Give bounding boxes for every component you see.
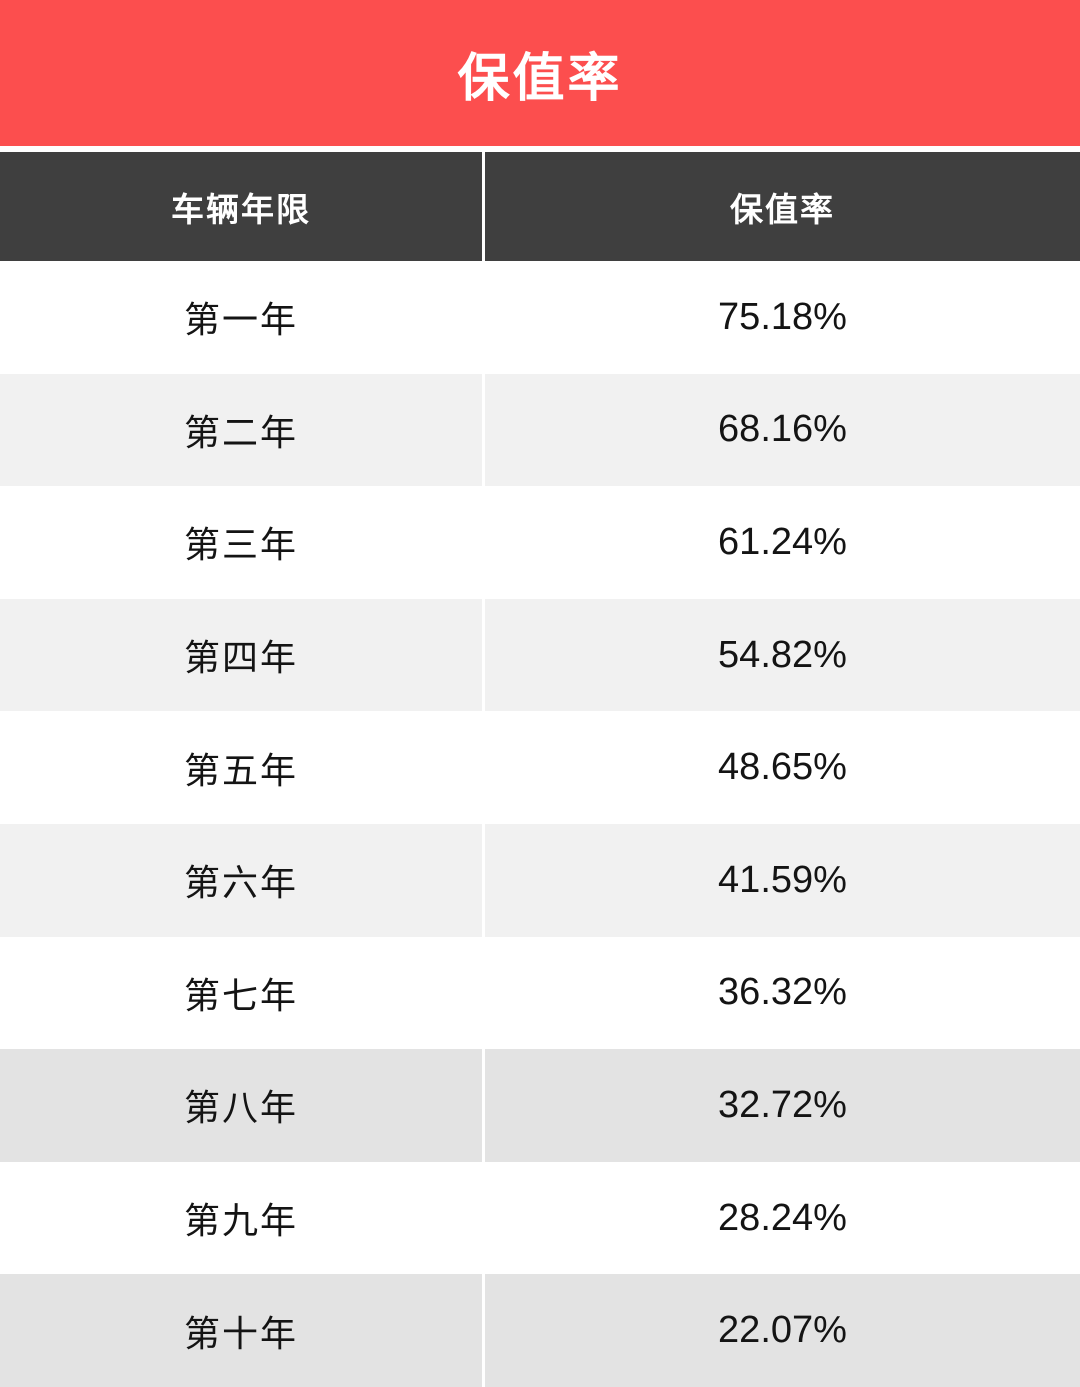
year-cell: 第七年 bbox=[0, 936, 482, 1050]
year-cell: 第二年 bbox=[0, 373, 482, 487]
rate-cell: 54.82% bbox=[485, 598, 1080, 712]
rate-cell: 61.24% bbox=[485, 486, 1080, 599]
table-row-year-1: 第一年 75.18% bbox=[0, 261, 1080, 374]
col-header-resale-rate: 保值率 bbox=[485, 152, 1080, 261]
resale-rate-table: 车辆年限 保值率 第一年 75.18% 第二年 68.16% 第三年 61.24… bbox=[0, 152, 1080, 1387]
rate-cell: 36.32% bbox=[485, 936, 1080, 1050]
table-row-year-2: 第二年 68.16% bbox=[0, 373, 1080, 487]
table-header-row: 车辆年限 保值率 bbox=[0, 152, 1080, 261]
rate-cell: 22.07% bbox=[485, 1274, 1080, 1387]
year-cell: 第六年 bbox=[0, 823, 482, 937]
year-cell: 第一年 bbox=[0, 261, 482, 374]
year-cell: 第九年 bbox=[0, 1161, 482, 1275]
table-row-year-4: 第四年 54.82% bbox=[0, 598, 1080, 712]
table-row-year-5: 第五年 48.65% bbox=[0, 711, 1080, 824]
year-cell: 第五年 bbox=[0, 711, 482, 824]
table-row-year-6: 第六年 41.59% bbox=[0, 823, 1080, 937]
rate-cell: 41.59% bbox=[485, 823, 1080, 937]
table-row-year-8: 第八年 32.72% bbox=[0, 1049, 1080, 1162]
rate-cell: 28.24% bbox=[485, 1161, 1080, 1275]
rate-cell: 75.18% bbox=[485, 261, 1080, 374]
table-row-year-9: 第九年 28.24% bbox=[0, 1161, 1080, 1275]
banner: 保值率 bbox=[0, 0, 1080, 146]
year-cell: 第四年 bbox=[0, 598, 482, 712]
page-title: 保值率 bbox=[457, 49, 623, 108]
year-cell: 第三年 bbox=[0, 486, 482, 599]
rate-cell: 32.72% bbox=[485, 1049, 1080, 1162]
col-header-vehicle-age: 车辆年限 bbox=[0, 152, 482, 261]
rate-cell: 48.65% bbox=[485, 711, 1080, 824]
table-row-year-10: 第十年 22.07% bbox=[0, 1274, 1080, 1387]
year-cell: 第八年 bbox=[0, 1049, 482, 1162]
year-cell: 第十年 bbox=[0, 1274, 482, 1387]
table-row-year-3: 第三年 61.24% bbox=[0, 486, 1080, 599]
table-row-year-7: 第七年 36.32% bbox=[0, 936, 1080, 1050]
rate-cell: 68.16% bbox=[485, 373, 1080, 487]
